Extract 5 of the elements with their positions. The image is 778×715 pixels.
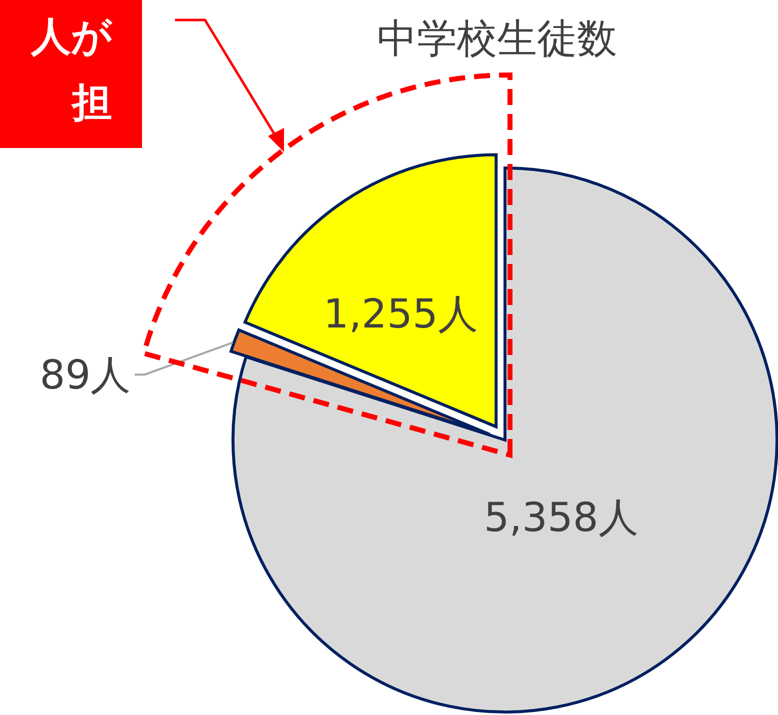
data-label: 89人 [40, 352, 131, 399]
callout-box: 人が 担 [0, 0, 142, 148]
data-label: 1,255人 [323, 292, 478, 338]
chart-title: 中学校生徒数 [377, 16, 617, 62]
data-label: 5,358人 [484, 494, 638, 541]
